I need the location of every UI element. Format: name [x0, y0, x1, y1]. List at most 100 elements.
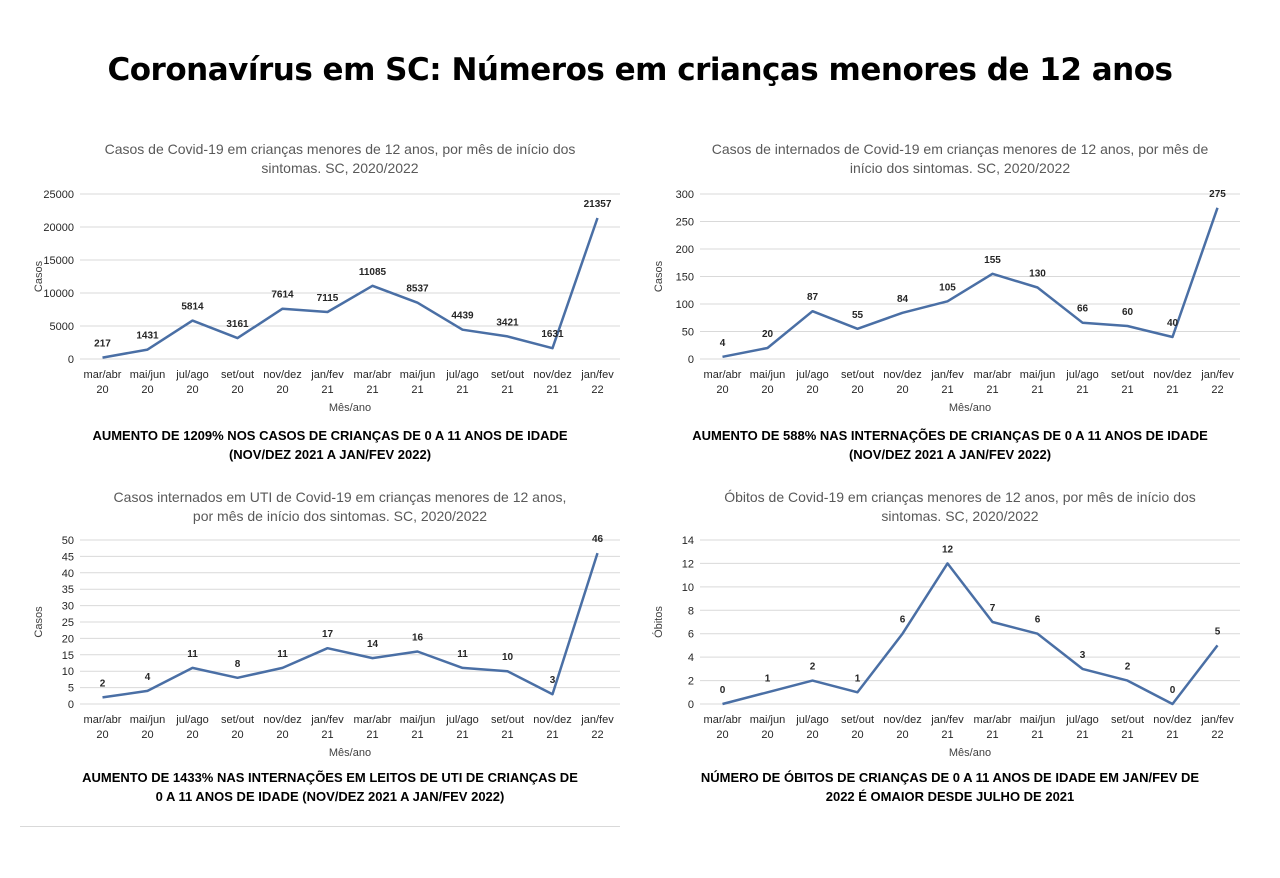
data-label: 5 — [1215, 626, 1221, 637]
x-tick-label-year: 20 — [141, 729, 153, 741]
data-label: 46 — [592, 534, 604, 545]
data-label: 3421 — [496, 317, 519, 328]
line-chart-deaths: 02468101214Óbitosmar/abr20mai/jun20jul/a… — [652, 535, 1240, 759]
x-tick-label: mar/abr — [84, 369, 122, 381]
x-tick-label-year: 21 — [1121, 729, 1133, 741]
x-tick-label-year: 21 — [321, 729, 333, 741]
chart-caption-line2: 0 A 11 ANOS DE IDADE (NOV/DEZ 2021 A JAN… — [155, 789, 505, 804]
x-tick-label: mar/abr — [974, 369, 1012, 381]
x-tick-label: nov/dez — [883, 714, 922, 726]
x-axis-label: Mês/ano — [949, 747, 991, 759]
data-label: 0 — [720, 685, 726, 696]
x-tick-label-year: 20 — [276, 384, 288, 396]
chart-caption-line2: (NOV/DEZ 2021 A JAN/FEV 2022) — [228, 447, 432, 462]
x-tick-label: mar/abr — [354, 714, 392, 726]
chart-caption: NÚMERO DE ÓBITOS DE CRIANÇAS DE 0 A 11 A… — [640, 768, 1260, 806]
x-tick-label-year: 22 — [591, 384, 603, 396]
x-tick-label: set/out — [491, 369, 524, 381]
x-tick-label-year: 21 — [546, 384, 558, 396]
x-tick-label: jan/fev — [930, 714, 964, 726]
y-tick-label: 250 — [676, 217, 694, 229]
chart-caption-line2: (NOV/DEZ 2021 A JAN/FEV 2022) — [848, 447, 1052, 462]
x-tick-label: set/out — [841, 714, 874, 726]
chart-caption: AUMENTO DE 588% NAS INTERNAÇÕES DE CRIAN… — [640, 426, 1260, 464]
x-tick-label: nov/dez — [263, 714, 302, 726]
chart-panel-icu: Casos internados em UTI de Covid-19 em c… — [20, 478, 640, 878]
data-label: 4 — [720, 338, 726, 349]
data-label: 7115 — [317, 293, 339, 304]
x-tick-label: nov/dez — [533, 714, 572, 726]
x-tick-label-year: 20 — [186, 729, 198, 741]
x-tick-label-year: 20 — [761, 384, 773, 396]
data-label: 155 — [984, 255, 1001, 266]
y-tick-label: 30 — [62, 601, 74, 613]
x-tick-label-year: 21 — [1031, 384, 1043, 396]
x-tick-label: jan/fev — [1200, 369, 1234, 381]
x-tick-label: jan/fev — [580, 714, 614, 726]
x-tick-label: jan/fev — [930, 369, 964, 381]
data-label: 40 — [1167, 318, 1179, 329]
y-tick-label: 50 — [682, 327, 694, 339]
data-label: 0 — [1170, 685, 1176, 696]
x-axis-label: Mês/ano — [329, 402, 371, 414]
y-tick-label: 0 — [688, 354, 694, 366]
y-tick-label: 15 — [62, 650, 74, 662]
x-tick-label: jul/ago — [175, 369, 208, 381]
y-tick-label: 150 — [676, 272, 694, 284]
y-tick-label: 20 — [62, 633, 74, 645]
data-label: 11 — [187, 649, 198, 660]
chart-title: Casos de internados de Covid-19 em crian… — [680, 140, 1240, 178]
data-label: 1431 — [136, 331, 159, 342]
data-label: 14 — [367, 639, 379, 650]
y-axis-label: Casos — [653, 260, 665, 292]
chart-panel-hospitalizations: Casos de internados de Covid-19 em crian… — [640, 130, 1260, 530]
line-chart-cases: 0 5000 10000 15000 20000 25000 Casos mar/abr 20 m… — [33, 189, 620, 414]
x-tick-label: nov/dez — [1153, 369, 1192, 381]
y-axis-label: Casos — [33, 260, 45, 292]
x-tick-label-year: 20 — [96, 729, 108, 741]
x-tick-label-year: 21 — [501, 729, 513, 741]
series-line — [722, 562, 1219, 706]
x-tick-label: jan/fev — [310, 714, 344, 726]
x-tick-label-year: 21 — [1076, 729, 1088, 741]
x-tick-label-year: 20 — [141, 384, 153, 396]
x-tick-label-year: 21 — [411, 729, 423, 741]
x-axis-label: Mês/ano — [949, 402, 991, 414]
data-label: 87 — [807, 292, 819, 303]
chart-title-line2: por mês de início dos sintomas. SC, 2020… — [192, 508, 488, 524]
data-label: 1 — [855, 673, 861, 684]
data-label: 17 — [322, 629, 334, 640]
data-label: 1631 — [541, 329, 564, 340]
y-tick-label: 10000 — [43, 288, 74, 300]
chart-caption-line1: NÚMERO DE ÓBITOS DE CRIANÇAS DE 0 A 11 A… — [700, 770, 1200, 785]
x-tick-label: jul/ago — [175, 714, 208, 726]
chart-title-line2: sintomas. SC, 2020/2022 — [261, 160, 419, 176]
x-tick-label-year: 20 — [851, 729, 863, 741]
data-label: 7614 — [271, 290, 294, 301]
x-tick-label: jul/ago — [445, 369, 478, 381]
x-tick-label-year: 20 — [231, 384, 243, 396]
x-tick-label: jan/fev — [310, 369, 344, 381]
data-label: 6 — [1035, 615, 1041, 626]
x-tick-label: nov/dez — [533, 369, 572, 381]
x-tick-label: mai/jun — [1020, 369, 1055, 381]
y-tick-label: 25 — [62, 617, 74, 629]
y-tick-label: 10 — [62, 666, 74, 678]
data-label: 1 — [765, 673, 771, 684]
data-label: 66 — [1077, 304, 1089, 315]
data-label: 16 — [412, 633, 424, 644]
y-tick-label: 50 — [62, 535, 74, 547]
chart-title-line1: Casos de Covid-19 em crianças menores de… — [104, 141, 576, 157]
data-label: 105 — [939, 282, 956, 293]
data-label: 11 — [457, 649, 468, 660]
y-tick-label: 35 — [62, 584, 74, 596]
x-tick-label-year: 21 — [986, 384, 998, 396]
x-tick-label: mar/abr — [704, 369, 742, 381]
x-tick-label-year: 21 — [456, 729, 468, 741]
x-tick-label: mai/jun — [750, 714, 785, 726]
data-label: 55 — [852, 310, 864, 321]
x-tick-label: mai/jun — [130, 369, 165, 381]
x-tick-label: mai/jun — [750, 369, 785, 381]
data-label: 4439 — [451, 311, 474, 322]
chart-panel-cases: Casos de Covid-19 em crianças menores de… — [20, 130, 640, 530]
